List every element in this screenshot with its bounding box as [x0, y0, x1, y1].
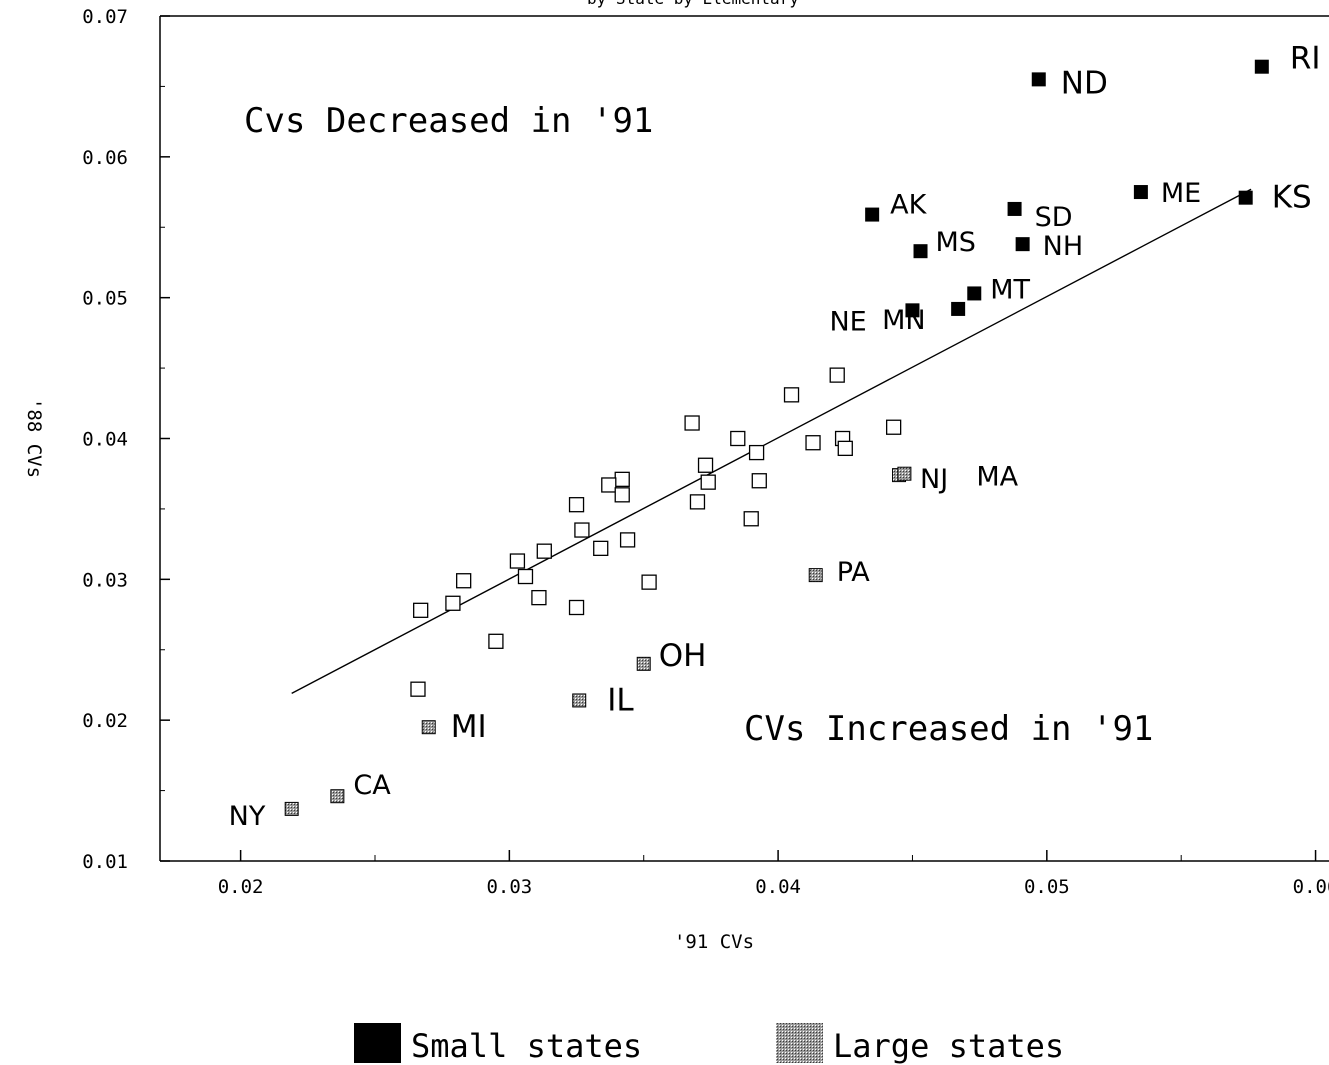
- other-state-point: [601, 477, 617, 493]
- annotation-decreased: Cvs Decreased in '91: [244, 101, 653, 141]
- point-labels: RI ND KS ME SD AK MS NH MT NE MN NJ MA PA OH IL MI CA NY: [229, 41, 1321, 832]
- point-label-ms: MS: [936, 227, 976, 258]
- other-state-point: [751, 473, 767, 489]
- point-label-oh: OH: [659, 638, 707, 674]
- small-state-point: [1238, 190, 1253, 205]
- annotation-increased: CVs Increased in '91: [744, 709, 1153, 749]
- data-points: [284, 59, 1269, 816]
- other-state-point: [568, 497, 585, 513]
- x-tick-label: 0.05: [1024, 876, 1070, 898]
- point-label-mi: MI: [451, 709, 487, 745]
- other-state-point: [410, 681, 426, 697]
- point-label-pa: PA: [837, 557, 871, 588]
- point-label-nh: NH: [1043, 231, 1084, 262]
- legend-swatch-large: [776, 1023, 823, 1063]
- other-state-point: [805, 435, 821, 451]
- x-tick-label: 0.03: [486, 876, 532, 898]
- y-tick-label: 0.06: [82, 147, 128, 169]
- small-state-point: [1254, 59, 1269, 74]
- other-state-point: [619, 532, 636, 548]
- trend-line: [291, 188, 1252, 695]
- point-label-mt: MT: [990, 274, 1030, 305]
- point-label-mn: MN: [882, 305, 926, 336]
- x-axis-title: '91 CVs: [674, 931, 754, 953]
- small-state-point: [1031, 72, 1046, 87]
- small-state-point: [951, 301, 966, 316]
- y-axis-title: '88 CVs: [23, 398, 45, 478]
- other-state-point: [837, 440, 853, 457]
- small-state-point: [913, 244, 928, 259]
- other-state-point: [531, 589, 547, 606]
- large-state-point: [897, 466, 912, 481]
- trend-line-group: [291, 188, 1252, 695]
- legend: Small states Large states: [354, 1023, 1064, 1065]
- small-state-point: [1015, 237, 1030, 252]
- other-state-point: [885, 419, 902, 435]
- other-state-point: [488, 633, 504, 649]
- legend-label-small: Small states: [411, 1027, 642, 1065]
- other-state-point: [536, 543, 552, 559]
- plot-axes: 0.07 0.06 0.05 0.04 0.03 0.02 0.01 0.02 0.03 0.04…: [82, 6, 1329, 898]
- other-state-point: [748, 444, 765, 461]
- legend-swatch-small: [354, 1023, 401, 1063]
- large-state-point: [421, 720, 436, 735]
- large-state-point: [808, 568, 823, 583]
- x-tick-label: 0.06: [1293, 876, 1329, 898]
- other-state-point: [413, 602, 429, 618]
- large-state-point: [572, 693, 587, 708]
- other-state-point: [700, 474, 716, 490]
- point-label-il: IL: [607, 682, 634, 718]
- other-state-point: [689, 494, 706, 510]
- other-state-point: [614, 471, 630, 487]
- small-state-point: [905, 303, 920, 318]
- other-state-point: [783, 387, 800, 403]
- small-state-point: [1133, 185, 1148, 200]
- point-label-ne: NE: [829, 306, 866, 337]
- other-state-point: [517, 568, 534, 585]
- other-state-point: [593, 540, 609, 556]
- y-tick-label: 0.05: [82, 288, 128, 310]
- other-state-point: [743, 511, 759, 527]
- point-label-sd: SD: [1035, 202, 1073, 233]
- large-state-point: [284, 801, 299, 816]
- other-state-point: [697, 457, 714, 473]
- small-state-point: [967, 286, 982, 301]
- other-state-point: [509, 553, 526, 569]
- large-state-point: [330, 789, 345, 804]
- y-tick-label: 0.07: [82, 6, 128, 28]
- x-tick-label: 0.02: [218, 876, 264, 898]
- point-label-nj: NJ: [920, 464, 948, 495]
- small-state-point: [865, 207, 880, 222]
- x-tick-label: 0.04: [755, 876, 801, 898]
- point-label-me: ME: [1161, 178, 1201, 209]
- point-label-ri: RI: [1290, 41, 1321, 77]
- other-state-point: [614, 487, 630, 503]
- other-state-point: [684, 415, 700, 431]
- other-state-point: [829, 367, 845, 383]
- other-state-point: [445, 595, 461, 611]
- small-state-point: [1007, 201, 1022, 216]
- other-state-point: [456, 573, 472, 589]
- point-label-nd: ND: [1061, 65, 1108, 101]
- other-state-point: [568, 599, 585, 616]
- y-tick-label: 0.03: [82, 569, 128, 591]
- other-state-point: [730, 430, 746, 447]
- large-state-point: [636, 656, 651, 671]
- point-label-ca: CA: [353, 770, 391, 801]
- y-tick-label: 0.04: [82, 429, 128, 451]
- other-state-point: [574, 522, 590, 538]
- point-label-ks: KS: [1272, 180, 1312, 216]
- y-tick-label: 0.02: [82, 710, 128, 732]
- point-label-ny: NY: [229, 801, 266, 832]
- y-tick-label: 0.01: [82, 851, 128, 873]
- chart-subtitle: by State by Elementary: [587, 0, 799, 8]
- point-label-ma: MA: [976, 462, 1018, 493]
- legend-label-large: Large states: [833, 1027, 1064, 1065]
- point-label-ak: AK: [890, 190, 927, 221]
- other-state-point: [641, 574, 657, 590]
